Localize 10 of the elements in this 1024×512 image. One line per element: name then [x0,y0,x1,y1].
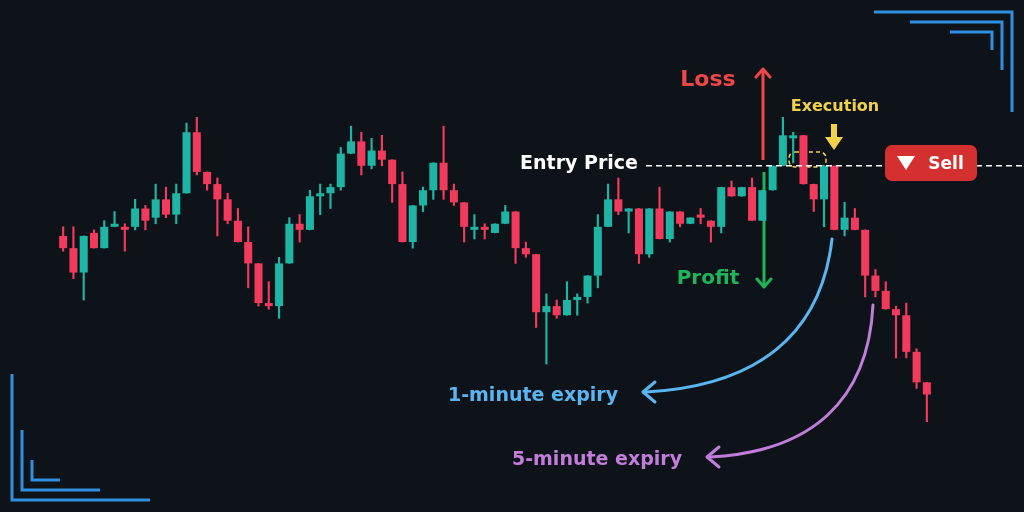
ref-line-label: Entry Price [520,150,638,173]
text: 5-minute expiry [511,446,683,469]
candlestick [470,214,479,240]
text: Loss [680,66,736,91]
annotation: Sell [928,152,964,173]
candlestick [110,211,119,228]
candlestick [326,183,335,209]
text: Execution [790,96,880,115]
annotation: Profit [676,265,740,289]
annotation: 1-minute expiry [447,382,619,405]
